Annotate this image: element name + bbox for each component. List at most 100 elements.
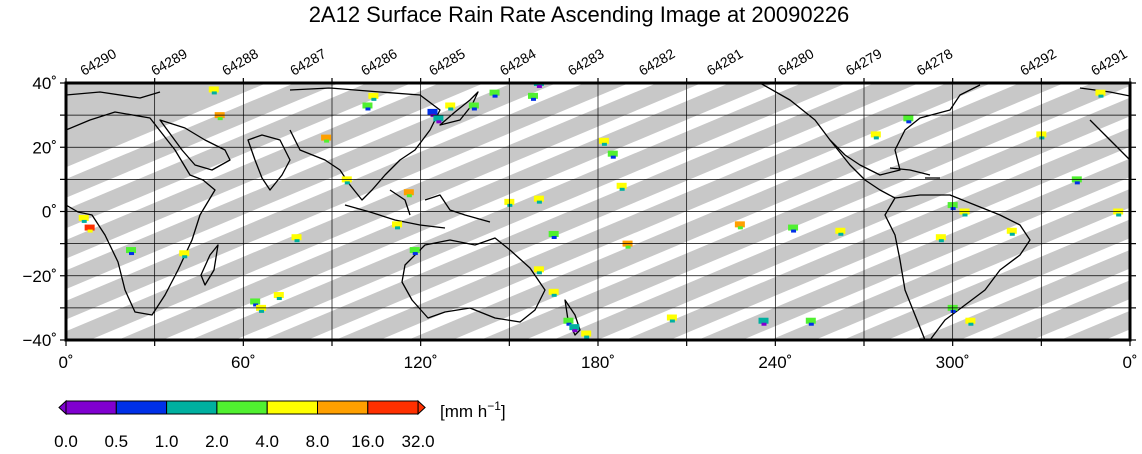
rain-cell [551, 293, 557, 297]
rain-cell [321, 134, 332, 141]
swath-gap [66, 83, 585, 301]
swath-gap [887, 238, 1130, 340]
orbit-label: 64281 [704, 45, 746, 78]
rain-cell [533, 195, 544, 202]
rain-cell [406, 194, 412, 198]
rain-cell [259, 309, 265, 313]
rain-cell [566, 322, 572, 326]
x-tick-label: 60˚ [231, 353, 256, 372]
rain-cell [1116, 213, 1122, 217]
y-tick-label: −40˚ [23, 331, 58, 350]
rain-cell [965, 317, 976, 324]
swath-gap [959, 268, 1130, 340]
rain-cell [530, 97, 536, 101]
colorbar-bin [367, 400, 419, 415]
orbit-label: 64292 [1017, 45, 1059, 78]
rain-cell [433, 115, 444, 122]
colorbar-tick-label: 16.0 [351, 432, 384, 451]
rain-cell [182, 255, 188, 259]
x-tick-label: 0˚ [58, 353, 73, 372]
coast-wafrica-right [1089, 119, 1130, 161]
colorbar-under-arrow [58, 399, 67, 416]
rain-cell [78, 214, 89, 221]
rain-cell [962, 213, 968, 217]
rain-cell [81, 219, 87, 223]
swath-gap [66, 83, 440, 240]
rain-cell [250, 298, 261, 305]
rain-cell [536, 200, 542, 204]
rain-cell [409, 247, 420, 254]
rain-cell [427, 108, 438, 115]
swath-gap [524, 85, 1130, 340]
rain-cell [616, 182, 627, 189]
rain-cell [253, 303, 259, 307]
rain-cell [536, 271, 542, 275]
rain-cell [1074, 181, 1080, 185]
rain-cell [950, 309, 956, 313]
x-tick-label: 120˚ [404, 353, 438, 372]
rain-cell [607, 150, 618, 157]
coast-camerica [829, 139, 896, 199]
rain-cell [129, 252, 135, 256]
rain-cell [1095, 89, 1106, 96]
rain-cell [734, 221, 745, 228]
rain-cell [584, 335, 590, 339]
rain-cell [805, 317, 816, 324]
rain-cell [563, 317, 574, 324]
rain-cell [276, 297, 282, 301]
rain-cell [492, 94, 498, 98]
coast-caribbean [889, 167, 940, 179]
rain-cell [412, 252, 418, 256]
swath-gap [66, 83, 513, 271]
colorbar-bin [216, 400, 268, 415]
x-tick-label: 0˚ [1122, 353, 1137, 372]
rain-cell [808, 322, 814, 326]
orbit-label: 64280 [775, 45, 817, 78]
colorbar-bin [115, 400, 168, 415]
orbit-label: 64286 [358, 45, 400, 78]
rain-cell [533, 266, 544, 273]
orbit-label: 64285 [426, 45, 468, 78]
x-axis-labels: 0˚ 60˚ 120˚ 180˚ 240˚ 300˚ 0˚ [58, 353, 1137, 372]
colorbar-bin [317, 400, 369, 415]
rain-cell [625, 245, 631, 249]
rain-cell [572, 329, 578, 333]
rain-cell [666, 314, 677, 321]
colorbar-bin [266, 400, 319, 415]
orbit-label: 64289 [148, 45, 190, 78]
swath-gap [814, 207, 1130, 340]
colorbar-tick-label: 2.0 [205, 432, 229, 451]
rain-cell [870, 131, 881, 138]
rain-cell [791, 229, 797, 233]
y-axis-labels: 40˚ 20˚ 0˚ −20˚ −40˚ [23, 74, 58, 350]
orbit-label: 64287 [287, 45, 329, 78]
rain-cell [392, 221, 403, 228]
rain-cell [471, 107, 477, 111]
rain-cell [1009, 232, 1015, 236]
rain-cell [1006, 227, 1017, 234]
rain-cell [436, 120, 442, 124]
colorbar-tick-label: 4.0 [255, 432, 279, 451]
orbit-label: 64288 [219, 45, 261, 78]
x-tick-label: 240˚ [758, 353, 792, 372]
orbit-label: 64279 [843, 45, 885, 78]
orbit-label: 64284 [497, 45, 539, 78]
orbit-label: 64290 [77, 45, 119, 78]
colorbar-tick-label: 1.0 [155, 432, 179, 451]
coast-nz [564, 299, 581, 336]
rain-cell [211, 91, 217, 95]
coast-samerica [884, 194, 1031, 340]
rain-cell [445, 102, 456, 109]
rain-cell [601, 142, 607, 146]
coast-namerica [759, 83, 981, 176]
rain-cell [835, 227, 846, 234]
colorbar-tick-label: 0.5 [104, 432, 128, 451]
y-tick-label: 40˚ [32, 74, 57, 93]
rain-cell [1039, 136, 1045, 140]
orbit-label: 64283 [565, 45, 607, 78]
rain-cell [935, 234, 946, 241]
figure-title: 2A12 Surface Rain Rate Ascending Image a… [309, 2, 850, 27]
rain-cell [569, 324, 580, 331]
rain-cell [873, 136, 879, 140]
